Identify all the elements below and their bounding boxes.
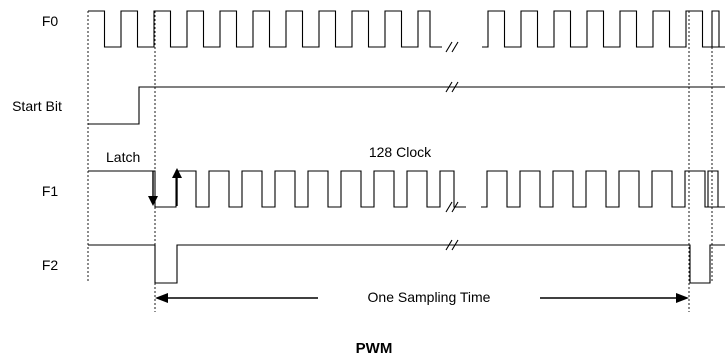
signal-label-f1: F1	[42, 183, 59, 199]
clock-count-label: 128 Clock	[369, 144, 432, 160]
diagram-caption: PWM	[356, 340, 393, 357]
annotation-arrows	[148, 168, 689, 303]
break-mark-3b	[451, 201, 459, 213]
signal-label-start-bit: Start Bit	[12, 98, 62, 114]
sampling-arrow-right-head	[676, 293, 689, 303]
sampling-arrow-left-head	[155, 293, 168, 303]
f1-clock-left	[88, 170, 466, 208]
break-mark-1a	[445, 41, 453, 53]
f0-waveform	[88, 10, 725, 48]
f1-waveform	[88, 170, 725, 208]
break-mark-3a	[445, 201, 453, 213]
alignment-guides	[87, 11, 713, 312]
signal-label-f0: F0	[42, 13, 59, 29]
f0-clock-right	[482, 10, 725, 48]
f0-clock-left	[88, 10, 442, 48]
clock-up-arrow-head	[172, 168, 182, 178]
start-bit-waveform	[88, 86, 725, 125]
signal-label-f2: F2	[42, 257, 59, 273]
break-mark-4b	[451, 239, 459, 251]
latch-label: Latch	[106, 149, 140, 165]
start-bit-line	[88, 86, 725, 125]
break-marks	[445, 41, 459, 251]
f1-clock-right	[481, 170, 725, 208]
break-mark-2b	[451, 81, 459, 93]
break-mark-2a	[445, 81, 453, 93]
latch-down-arrow-head	[148, 196, 158, 206]
break-mark-4a	[445, 239, 453, 251]
sampling-time-label: One Sampling Time	[368, 289, 491, 305]
break-mark-1b	[451, 41, 459, 53]
f2-waveform	[88, 244, 725, 284]
f2-line	[88, 244, 725, 284]
